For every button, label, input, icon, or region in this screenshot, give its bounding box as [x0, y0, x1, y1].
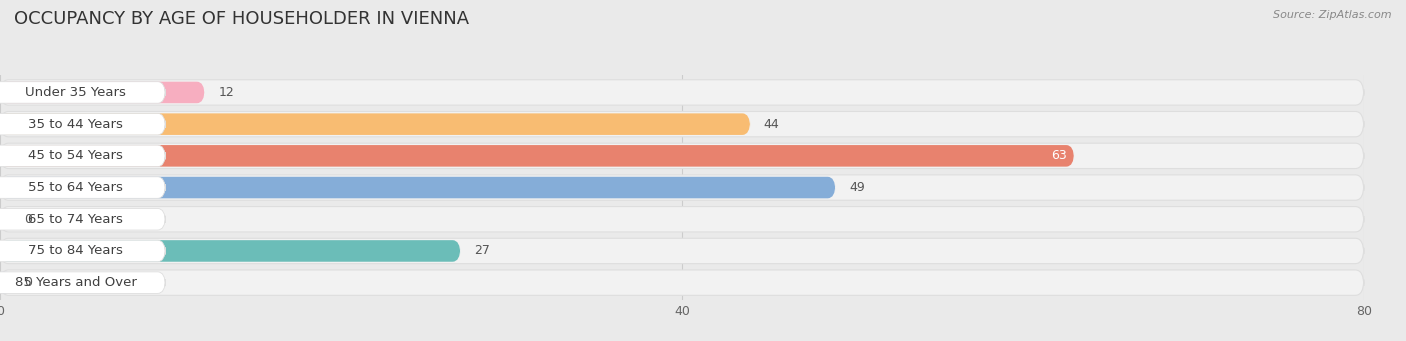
Text: 75 to 84 Years: 75 to 84 Years	[28, 244, 124, 257]
Text: Source: ZipAtlas.com: Source: ZipAtlas.com	[1274, 10, 1392, 20]
Text: 63: 63	[1052, 149, 1067, 162]
FancyBboxPatch shape	[0, 208, 8, 230]
FancyBboxPatch shape	[0, 272, 8, 293]
Text: 0: 0	[24, 276, 32, 289]
Text: OCCUPANCY BY AGE OF HOUSEHOLDER IN VIENNA: OCCUPANCY BY AGE OF HOUSEHOLDER IN VIENN…	[14, 10, 470, 28]
Text: 27: 27	[474, 244, 489, 257]
FancyBboxPatch shape	[0, 238, 1364, 264]
Text: 49: 49	[849, 181, 865, 194]
FancyBboxPatch shape	[0, 82, 205, 103]
Text: 12: 12	[218, 86, 233, 99]
FancyBboxPatch shape	[0, 145, 1074, 167]
FancyBboxPatch shape	[0, 80, 1364, 105]
FancyBboxPatch shape	[0, 177, 166, 198]
FancyBboxPatch shape	[0, 207, 1364, 232]
Text: 35 to 44 Years: 35 to 44 Years	[28, 118, 124, 131]
Text: 45 to 54 Years: 45 to 54 Years	[28, 149, 124, 162]
FancyBboxPatch shape	[0, 272, 166, 293]
FancyBboxPatch shape	[0, 145, 166, 167]
FancyBboxPatch shape	[0, 270, 1364, 295]
FancyBboxPatch shape	[0, 177, 835, 198]
Text: 55 to 64 Years: 55 to 64 Years	[28, 181, 124, 194]
Text: 65 to 74 Years: 65 to 74 Years	[28, 213, 124, 226]
Text: Under 35 Years: Under 35 Years	[25, 86, 127, 99]
FancyBboxPatch shape	[0, 208, 166, 230]
FancyBboxPatch shape	[0, 175, 1364, 200]
Text: 85 Years and Over: 85 Years and Over	[15, 276, 136, 289]
FancyBboxPatch shape	[0, 143, 1364, 168]
FancyBboxPatch shape	[0, 240, 166, 262]
Text: 0: 0	[24, 213, 32, 226]
FancyBboxPatch shape	[0, 112, 1364, 137]
FancyBboxPatch shape	[0, 113, 751, 135]
FancyBboxPatch shape	[0, 113, 166, 135]
FancyBboxPatch shape	[0, 82, 166, 103]
FancyBboxPatch shape	[0, 240, 460, 262]
Text: 44: 44	[763, 118, 779, 131]
